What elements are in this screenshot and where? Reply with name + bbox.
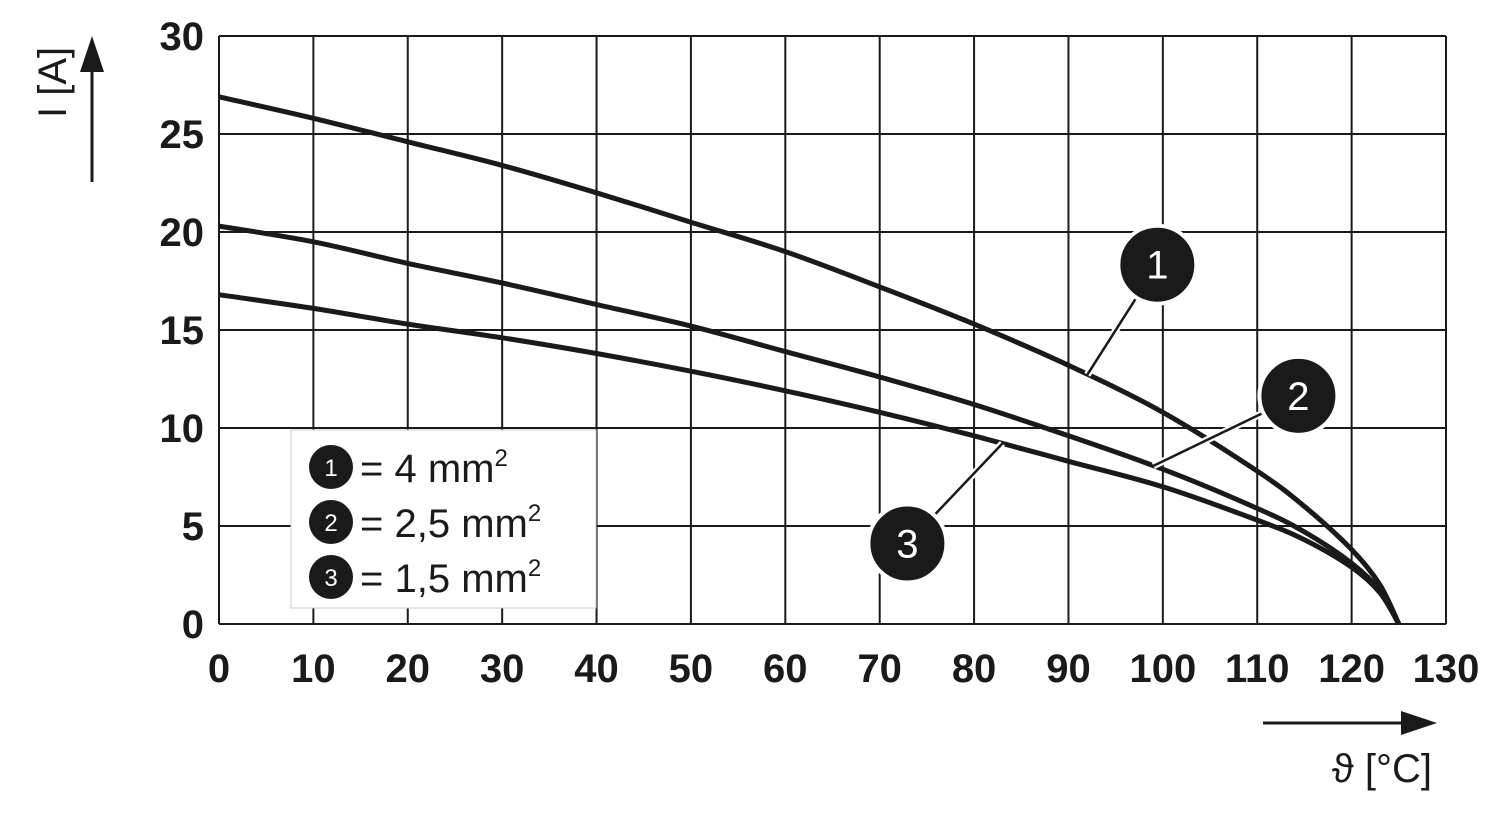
series-line-1 [218,94,1402,626]
x-axis-title: ϑ [°C] [1332,747,1432,791]
y-axis-title-group: I [A] [31,36,104,182]
callout-marker [1116,223,1199,306]
callout-leader [1152,412,1263,467]
y-axis-title: I [A] [31,47,75,118]
y-tick-label: 20 [160,211,205,255]
legend: 1 = 4 mm2 2 = 2,5 mm2 3 = 1,5 mm2 [290,429,597,609]
callout-label: 2 [1287,375,1309,419]
x-tick-label: 40 [574,647,619,691]
y-tick-labels: 0 5 10 15 20 25 30 [160,15,205,647]
x-tick-label: 10 [291,647,336,691]
legend-label-text: = 2,5 mm [360,502,528,546]
y-tick-label: 5 [182,505,204,549]
callouts: 1 2 3 [866,223,1340,585]
x-tick-label: 50 [669,647,714,691]
series-line-2 [218,223,1402,626]
legend-marker [309,555,353,599]
x-tick-label: 30 [480,647,525,691]
grid [218,35,1447,625]
x-tick-label: 80 [952,647,997,691]
y-tick-label: 15 [160,309,205,353]
legend-label-superscript: 2 [528,555,541,582]
y-tick-label: 10 [160,407,205,451]
callout-leader [1086,297,1137,376]
callout-marker [1257,354,1340,437]
x-tick-label: 130 [1413,647,1480,691]
y-tick-label: 25 [160,113,205,157]
x-tick-label: 70 [857,647,902,691]
x-tick-labels: 0 10 20 30 40 50 60 70 80 90 100 110 120 130 [208,647,1480,691]
y-tick-label: 30 [160,15,205,59]
curves [218,94,1402,626]
legend-label: = 4 mm2 [360,445,508,491]
x-tick-label: 0 [208,647,230,691]
legend-label: = 1,5 mm2 [360,555,541,601]
legend-label-superscript: 2 [494,445,507,472]
legend-marker-label: 2 [324,510,337,537]
callout-leader [934,442,1004,516]
legend-label: = 2,5 mm2 [360,500,541,546]
x-axis-arrow-head [1401,711,1437,735]
legend-item: 2 = 2,5 mm2 [309,500,541,546]
legend-item: 3 = 1,5 mm2 [309,555,541,601]
legend-marker [309,500,353,544]
legend-label-superscript: 2 [528,500,541,527]
x-tick-label: 110 [1225,647,1290,691]
legend-marker-label: 1 [324,455,337,482]
callout-label: 3 [896,522,918,566]
legend-label-text: = 1,5 mm [360,557,528,601]
x-tick-label: 100 [1129,647,1196,691]
x-tick-label: 60 [763,647,808,691]
series-line-3 [218,292,1401,626]
x-tick-label: 120 [1318,647,1385,691]
y-axis-arrow-head [80,36,104,72]
callout-label: 1 [1146,244,1168,288]
legend-marker [309,445,353,489]
x-tick-label: 90 [1046,647,1091,691]
callout-marker [866,502,949,585]
x-tick-label: 20 [386,647,431,691]
legend-marker-label: 3 [324,565,337,592]
legend-label-text: = 4 mm [360,447,494,491]
x-axis-title-group: ϑ [°C] [1263,711,1437,791]
y-tick-label: 0 [182,603,204,647]
legend-item: 1 = 4 mm2 [309,445,508,491]
